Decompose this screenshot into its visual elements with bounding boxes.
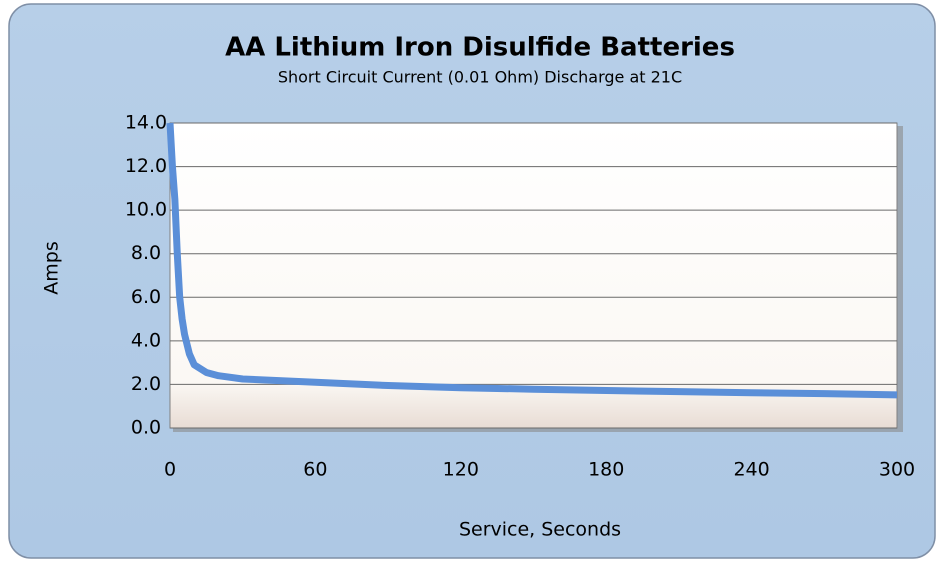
y-axis-label: Amps	[41, 241, 63, 294]
y-tick-label: 4.0	[131, 329, 161, 351]
x-tick-label: 0	[164, 459, 176, 481]
data-line	[166, 122, 898, 399]
y-tick-label: 12.0	[125, 155, 167, 177]
x-tick-label: 300	[879, 459, 915, 481]
y-tick-label: 8.0	[131, 242, 161, 264]
y-tick-label: 0.0	[131, 417, 161, 439]
chart-subtitle: Short Circuit Current (0.01 Ohm) Dischar…	[278, 68, 682, 87]
plot-area	[169, 122, 898, 429]
chart-title: AA Lithium Iron Disulfide Batteries	[225, 33, 735, 63]
x-tick-label: 120	[443, 459, 479, 481]
y-tick-label: 6.0	[131, 286, 161, 308]
x-tick-label: 240	[733, 459, 769, 481]
x-tick-label: 60	[303, 459, 327, 481]
x-tick-label: 180	[588, 459, 624, 481]
y-tick-label: 2.0	[131, 373, 161, 395]
x-axis-label: Service, Seconds	[459, 519, 621, 541]
y-tick-label: 10.0	[125, 199, 167, 221]
y-tick-label: 14.0	[125, 112, 167, 134]
